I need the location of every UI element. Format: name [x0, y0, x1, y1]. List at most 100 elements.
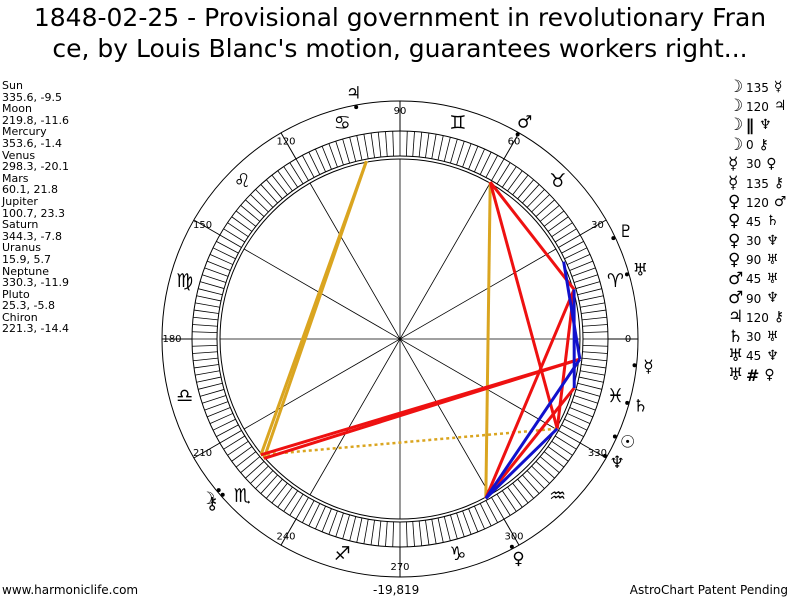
degree-tick [212, 418, 236, 431]
degree-tick [425, 132, 430, 158]
aspect-line [262, 160, 368, 459]
degree-tick [531, 465, 550, 484]
degree-tick [206, 407, 231, 418]
degree-tick [277, 486, 293, 508]
degree-tick [581, 357, 607, 362]
degree-tick [356, 517, 363, 543]
degree-tick [418, 520, 423, 546]
aspect-value: ∥ [746, 116, 754, 136]
degree-tick [577, 288, 602, 296]
aspect-list: ☽ 135 ☿ ☽ 120 ♃ ☽ ∥ ♆ ☽ 0 ⚷ ☿ 30 ♀ ☿ 135 ⚷ ♀ 120 ♂ ♀ 45 ♄ ♀ 30 ♆ ♀ 9… [728, 78, 792, 385]
degree-label: 210 [193, 448, 212, 459]
degree-tick [535, 199, 555, 217]
zodiac-sign-icon: ♉ [549, 170, 566, 192]
degree-tick [558, 234, 581, 248]
planet-icon: ⚷ [206, 494, 218, 514]
degree-tick [283, 166, 298, 188]
planet-marker [509, 544, 514, 549]
degree-tick [363, 134, 369, 159]
planet-glyph-icon: ♀ [766, 155, 777, 172]
degree-tick [193, 357, 219, 362]
degree-tick [289, 493, 304, 516]
degree-tick [289, 162, 304, 185]
degree-tick [250, 465, 269, 484]
planet-coords: 219.8, -11.6 [2, 113, 69, 127]
degree-tick [558, 430, 581, 444]
degree-tick [227, 222, 249, 237]
degree-tick [571, 267, 596, 277]
degree-tick [582, 324, 608, 327]
aspect-line [562, 261, 582, 360]
degree-tick [526, 189, 545, 208]
degree-tick [551, 441, 573, 456]
degree-tick [551, 222, 573, 237]
degree-tick [450, 138, 458, 164]
aspect-line [484, 182, 492, 499]
degree-tick [392, 131, 395, 157]
zodiac-sign-icon: ♒ [549, 485, 566, 507]
degree-tick [308, 503, 321, 527]
degree-tick [321, 508, 332, 533]
sign-boundary [280, 518, 297, 546]
planet-position-list: Sun 335.6, -9.5 Moon 219.8, -11.6 Mercury 353… [2, 80, 69, 335]
aspect-row: ♂ 90 ♆ [728, 289, 792, 308]
degree-tick [485, 155, 499, 178]
planet-glyph-icon: ☽ [728, 96, 744, 117]
planet-glyph-icon: ♅ [766, 270, 779, 287]
planet-name: Neptune [2, 264, 50, 278]
degree-tick [412, 131, 415, 157]
planet-name: Sun [2, 79, 23, 92]
sign-boundary [579, 442, 607, 459]
degree-tick [543, 451, 565, 468]
aspect-row: ♀ 45 ♄ [728, 212, 792, 231]
degree-tick [235, 451, 257, 468]
planet-glyph-icon: ♄ [766, 213, 779, 230]
degree-tick [216, 424, 239, 438]
degree-tick [216, 240, 239, 254]
degree-tick [479, 503, 492, 527]
aspect-line [263, 357, 581, 460]
degree-tick [450, 514, 458, 540]
degree-tick [491, 497, 505, 520]
degree-tick [265, 179, 283, 200]
degree-tick [349, 137, 357, 162]
planet-glyph-icon: ☽ [728, 77, 744, 98]
aspect-value: # [746, 365, 760, 385]
planet-name: Mercury [2, 125, 47, 139]
site-link[interactable]: www.harmoniclife.com [2, 583, 139, 597]
aspect-line [260, 427, 558, 457]
degree-tick [418, 132, 423, 158]
planet-marker [625, 400, 630, 405]
aspect-value: 30 [746, 157, 762, 172]
degree-tick [198, 288, 223, 296]
degree-tick [240, 204, 261, 222]
aspect-row: ☽ 120 ♃ [728, 97, 792, 116]
degree-tick [219, 430, 242, 444]
planet-marker [624, 272, 629, 277]
degree-tick [271, 482, 288, 504]
degree-tick [491, 158, 505, 181]
planet-marker [602, 453, 607, 458]
aspect-line [484, 358, 582, 500]
degree-tick [335, 141, 344, 166]
degree-tick [575, 281, 601, 289]
degree-tick [581, 364, 607, 369]
degree-label: 240 [276, 531, 295, 542]
planet-icon: ☽ [200, 489, 215, 509]
degree-tick [468, 508, 479, 533]
aspect-value: 90 [746, 253, 762, 268]
degree-tick [260, 184, 278, 204]
degree-tick [573, 395, 598, 404]
degree-tick [199, 281, 225, 289]
degree-tick [522, 184, 540, 204]
degree-tick [370, 520, 375, 546]
degree-tick [502, 166, 517, 188]
degree-tick [581, 309, 607, 314]
degree-tick [462, 143, 472, 168]
planet-glyph-icon: ♆ [766, 290, 779, 307]
degree-tick [240, 456, 261, 474]
planet-glyph-icon: ☿ [728, 173, 739, 194]
degree-tick [195, 370, 220, 376]
planet-name: Pluto [2, 287, 30, 301]
degree-tick [385, 131, 388, 157]
